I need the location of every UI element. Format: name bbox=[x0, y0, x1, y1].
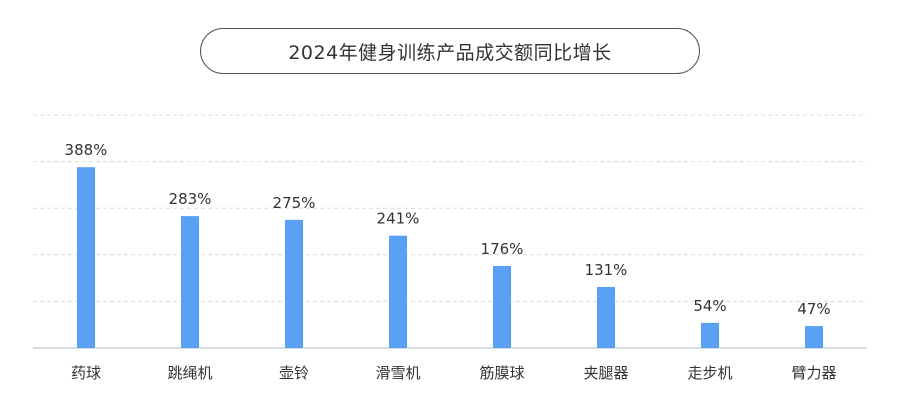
data-label: 241% bbox=[377, 210, 420, 228]
bar bbox=[285, 219, 303, 348]
x-tick-label: 壶铃 bbox=[279, 364, 309, 382]
bar bbox=[389, 235, 407, 348]
x-tick-label: 走步机 bbox=[687, 364, 732, 382]
bar bbox=[701, 322, 719, 348]
bar bbox=[493, 265, 511, 348]
x-tick-label: 臂力器 bbox=[791, 364, 836, 382]
chart-title: 2024年健身训练产品成交额同比增长 bbox=[288, 41, 612, 64]
data-label: 54% bbox=[693, 297, 726, 315]
bar bbox=[597, 286, 615, 348]
x-tick-label: 滑雪机 bbox=[375, 364, 420, 382]
data-label: 275% bbox=[273, 194, 316, 212]
data-label: 283% bbox=[169, 190, 212, 208]
bar bbox=[181, 216, 199, 348]
data-label: 131% bbox=[585, 261, 628, 279]
data-label: 47% bbox=[797, 300, 830, 318]
bar bbox=[77, 167, 95, 348]
x-tick-label: 筋膜球 bbox=[479, 364, 524, 382]
bar bbox=[805, 326, 823, 348]
x-tick-label: 跳绳机 bbox=[167, 364, 212, 382]
data-label: 388% bbox=[65, 141, 108, 159]
data-label: 176% bbox=[481, 240, 524, 258]
x-tick-label: 夹腿器 bbox=[583, 364, 628, 382]
chart-title-box: 2024年健身训练产品成交额同比增长 bbox=[200, 28, 700, 74]
x-tick-label: 药球 bbox=[71, 364, 101, 382]
